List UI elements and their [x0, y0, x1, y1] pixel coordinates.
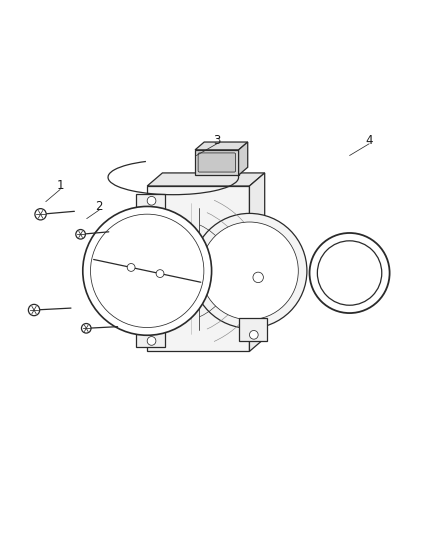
Circle shape	[35, 208, 46, 220]
Text: 4: 4	[365, 134, 373, 147]
Circle shape	[76, 230, 85, 239]
Text: 2: 2	[95, 200, 103, 213]
Circle shape	[91, 214, 204, 328]
Polygon shape	[147, 173, 265, 186]
Circle shape	[250, 330, 258, 339]
Polygon shape	[239, 142, 248, 175]
Text: 1: 1	[57, 180, 64, 192]
Circle shape	[201, 222, 298, 320]
Circle shape	[127, 263, 135, 271]
Polygon shape	[239, 318, 267, 341]
FancyBboxPatch shape	[198, 153, 236, 172]
Circle shape	[310, 233, 390, 313]
Polygon shape	[136, 326, 165, 348]
Circle shape	[81, 324, 91, 333]
Circle shape	[83, 206, 212, 335]
Circle shape	[28, 304, 40, 316]
Circle shape	[192, 213, 307, 328]
Polygon shape	[195, 150, 239, 175]
Polygon shape	[136, 194, 165, 216]
Circle shape	[147, 197, 156, 205]
Circle shape	[253, 272, 263, 282]
Circle shape	[156, 270, 164, 278]
Circle shape	[318, 241, 382, 305]
Polygon shape	[250, 173, 265, 351]
Polygon shape	[147, 186, 250, 351]
Polygon shape	[195, 142, 248, 150]
Text: 3: 3	[213, 134, 220, 147]
Circle shape	[147, 336, 156, 345]
